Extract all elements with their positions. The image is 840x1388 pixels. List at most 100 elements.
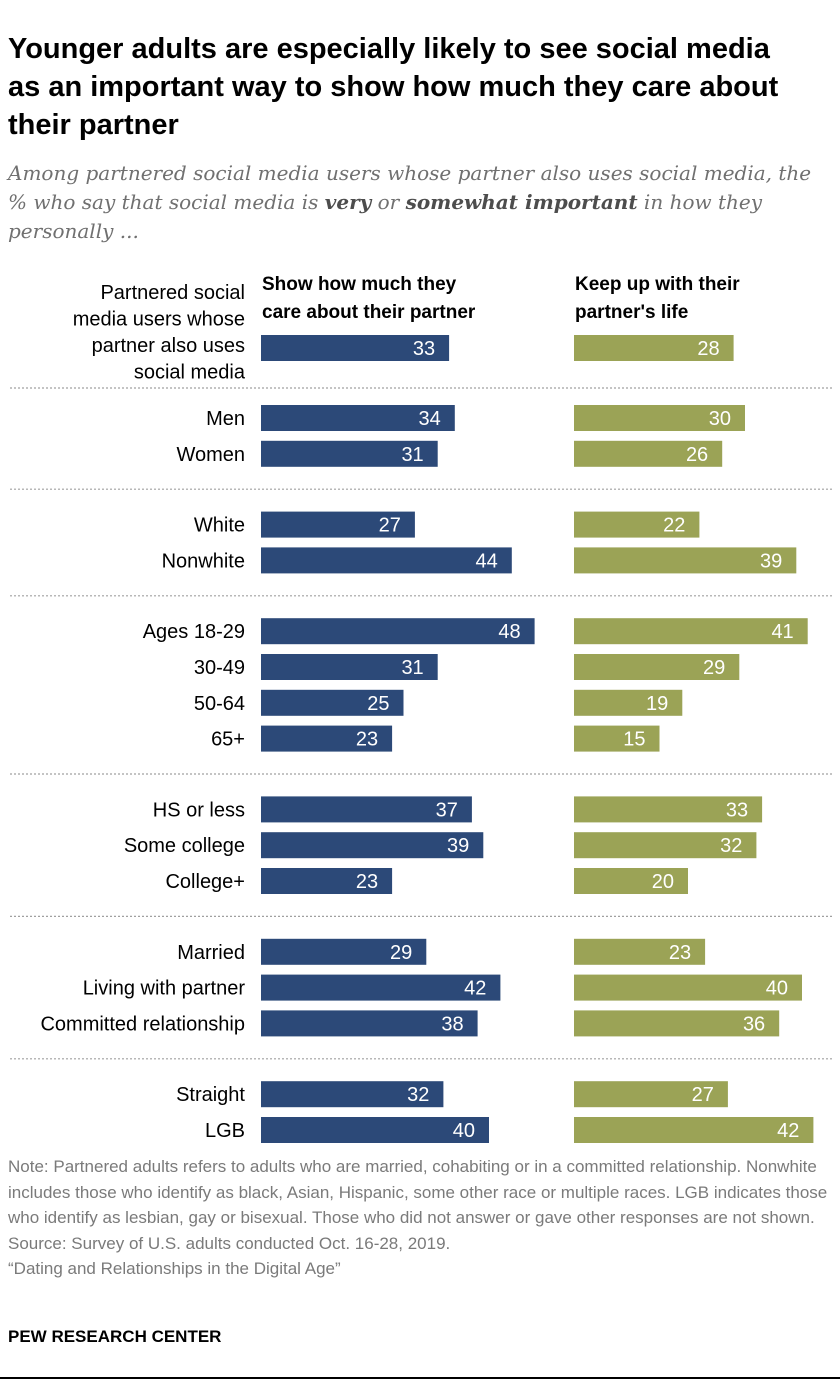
- value-label-show-care-women: 31: [401, 444, 423, 466]
- bar-keep-up-college: [574, 868, 688, 894]
- value-label-keep-up-hs-or-less: 33: [726, 799, 748, 821]
- category-label-hs-or-less: HS or less: [153, 799, 245, 821]
- bar-keep-up-partnered-social-media-users-whose-partner-also-uses-social-media: [574, 335, 734, 361]
- bar-show-care-living-with-partner: [261, 974, 501, 1001]
- bar-chart: Show how much they care about their partn…: [10, 274, 832, 1143]
- value-label-keep-up-partnered-social-media-users-whose-partner-also-uses-social-media: 28: [697, 338, 719, 360]
- value-label-show-care-50-64: 25: [367, 693, 389, 715]
- bar-show-care-hs-or-less: [261, 796, 472, 823]
- category-label-married: Married: [177, 942, 245, 964]
- value-label-keep-up-committed-relationship: 36: [743, 1013, 765, 1035]
- source-text: Source: Survey of U.S. adults conducted …: [8, 1233, 451, 1253]
- value-label-show-care-nonwhite: 44: [476, 550, 498, 572]
- value-label-show-care-65: 23: [356, 729, 378, 751]
- bar-show-care-nonwhite: [261, 547, 512, 574]
- bar-show-care-straight: [261, 1081, 444, 1108]
- value-label-keep-up-65: 15: [623, 729, 645, 751]
- bar-show-care-white: [261, 511, 415, 538]
- value-label-show-care-straight: 32: [407, 1084, 429, 1106]
- category-label-committed-relationship: Committed relationship: [40, 1013, 245, 1035]
- bar-show-care-college: [261, 868, 393, 894]
- bar-keep-up-ages-18-29: [574, 618, 808, 645]
- subtitle-text-3: in how they personally ...: [8, 190, 763, 243]
- category-label-30-49: 30-49: [194, 657, 245, 679]
- value-label-keep-up-some-college: 32: [720, 835, 742, 857]
- value-label-show-care-partnered-social-media-users-whose-partner-also-uses-social-media: 33: [413, 338, 435, 360]
- value-label-show-care-married: 29: [390, 942, 412, 964]
- value-label-keep-up-50-64: 19: [646, 693, 668, 715]
- category-label-white: White: [194, 515, 245, 537]
- subtitle-emphasis-somewhat-important: somewhat important: [405, 190, 638, 214]
- bar-keep-up-married: [574, 938, 706, 965]
- subtitle-text-1: Among partnered social media users whose…: [8, 161, 812, 214]
- bar-show-care-some-college: [261, 832, 484, 859]
- report-title: “Dating and Relationships in the Digital…: [8, 1259, 341, 1278]
- value-label-show-care-college: 23: [356, 871, 378, 893]
- bar-keep-up-hs-or-less: [574, 796, 763, 823]
- bottom-rule: [0, 1377, 840, 1379]
- chart-subtitle: Among partnered social media users whose…: [8, 159, 833, 246]
- bar-show-care-50-64: [261, 689, 404, 716]
- value-label-show-care-ages-18-29: 48: [498, 621, 520, 643]
- value-label-keep-up-men: 30: [709, 408, 731, 430]
- bar-show-care-lgb: [261, 1117, 489, 1143]
- bar-show-care-men: [261, 405, 455, 431]
- bar-keep-up-lgb: [574, 1117, 814, 1143]
- value-label-keep-up-30-49: 29: [703, 657, 725, 679]
- value-label-keep-up-married: 23: [669, 942, 691, 964]
- category-label-partnered-social-media-users-whose-partner-also-uses-social-media: Partnered social media users whose partner…: [73, 282, 246, 384]
- bar-keep-up-nonwhite: [574, 547, 797, 574]
- bar-keep-up-65: [574, 725, 660, 752]
- bar-keep-up-straight: [574, 1081, 728, 1108]
- category-label-65: 65+: [211, 729, 245, 751]
- bar-keep-up-women: [574, 440, 723, 467]
- value-label-keep-up-straight: 27: [692, 1084, 714, 1106]
- subtitle-text-2: or: [371, 190, 406, 214]
- bar-show-care-ages-18-29: [261, 618, 535, 645]
- value-label-show-care-men: 34: [419, 408, 441, 430]
- bar-show-care-women: [261, 440, 438, 467]
- value-label-show-care-committed-relationship: 38: [441, 1013, 463, 1035]
- category-label-ages-18-29: Ages 18-29: [143, 621, 245, 643]
- column-header-1: Show how much they care about their partn…: [262, 274, 476, 323]
- org-name: PEW RESEARCH CENTER: [8, 1327, 222, 1346]
- notes-block: Note: Partnered adults refers to adults …: [8, 1154, 833, 1282]
- bar-keep-up-50-64: [574, 689, 683, 716]
- category-label-college: College+: [165, 871, 245, 893]
- bar-keep-up-men: [574, 405, 745, 431]
- value-label-show-care-white: 27: [379, 515, 401, 537]
- value-label-keep-up-lgb: 42: [777, 1120, 799, 1142]
- value-label-keep-up-white: 22: [663, 515, 685, 537]
- value-label-show-care-some-college: 39: [447, 835, 469, 857]
- subtitle-emphasis-very: very: [324, 190, 372, 214]
- bar-keep-up-white: [574, 511, 700, 538]
- value-label-show-care-lgb: 40: [453, 1120, 475, 1142]
- note-text: Note: Partnered adults refers to adults …: [8, 1157, 828, 1227]
- category-label-living-with-partner: Living with partner: [83, 978, 246, 1000]
- bar-show-care-committed-relationship: [261, 1010, 478, 1037]
- value-label-keep-up-ages-18-29: 41: [771, 621, 793, 643]
- bar-keep-up-living-with-partner: [574, 974, 802, 1001]
- bar-show-care-30-49: [261, 654, 438, 680]
- chart-title: Younger adults are especially likely to …: [8, 33, 779, 141]
- bar-show-care-married: [261, 938, 427, 965]
- value-label-show-care-hs-or-less: 37: [436, 799, 458, 821]
- category-label-lgb: LGB: [205, 1120, 245, 1142]
- bar-keep-up-committed-relationship: [574, 1010, 780, 1037]
- column-header-2: Keep up with their partner's life: [575, 274, 740, 323]
- category-label-men: Men: [206, 408, 245, 430]
- category-label-straight: Straight: [176, 1084, 245, 1106]
- value-label-show-care-30-49: 31: [401, 657, 423, 679]
- value-label-keep-up-living-with-partner: 40: [766, 978, 788, 1000]
- category-label-50-64: 50-64: [194, 693, 245, 715]
- value-label-keep-up-women: 26: [686, 444, 708, 466]
- bar-show-care-65: [261, 725, 393, 752]
- value-label-show-care-living-with-partner: 42: [464, 978, 486, 1000]
- value-label-keep-up-college: 20: [652, 871, 674, 893]
- category-label-nonwhite: Nonwhite: [162, 550, 245, 572]
- bar-keep-up-some-college: [574, 832, 757, 859]
- bar-keep-up-30-49: [574, 654, 740, 680]
- bar-show-care-partnered-social-media-users-whose-partner-also-uses-social-media: [261, 335, 450, 361]
- category-label-some-college: Some college: [124, 835, 245, 857]
- value-label-keep-up-nonwhite: 39: [760, 550, 782, 572]
